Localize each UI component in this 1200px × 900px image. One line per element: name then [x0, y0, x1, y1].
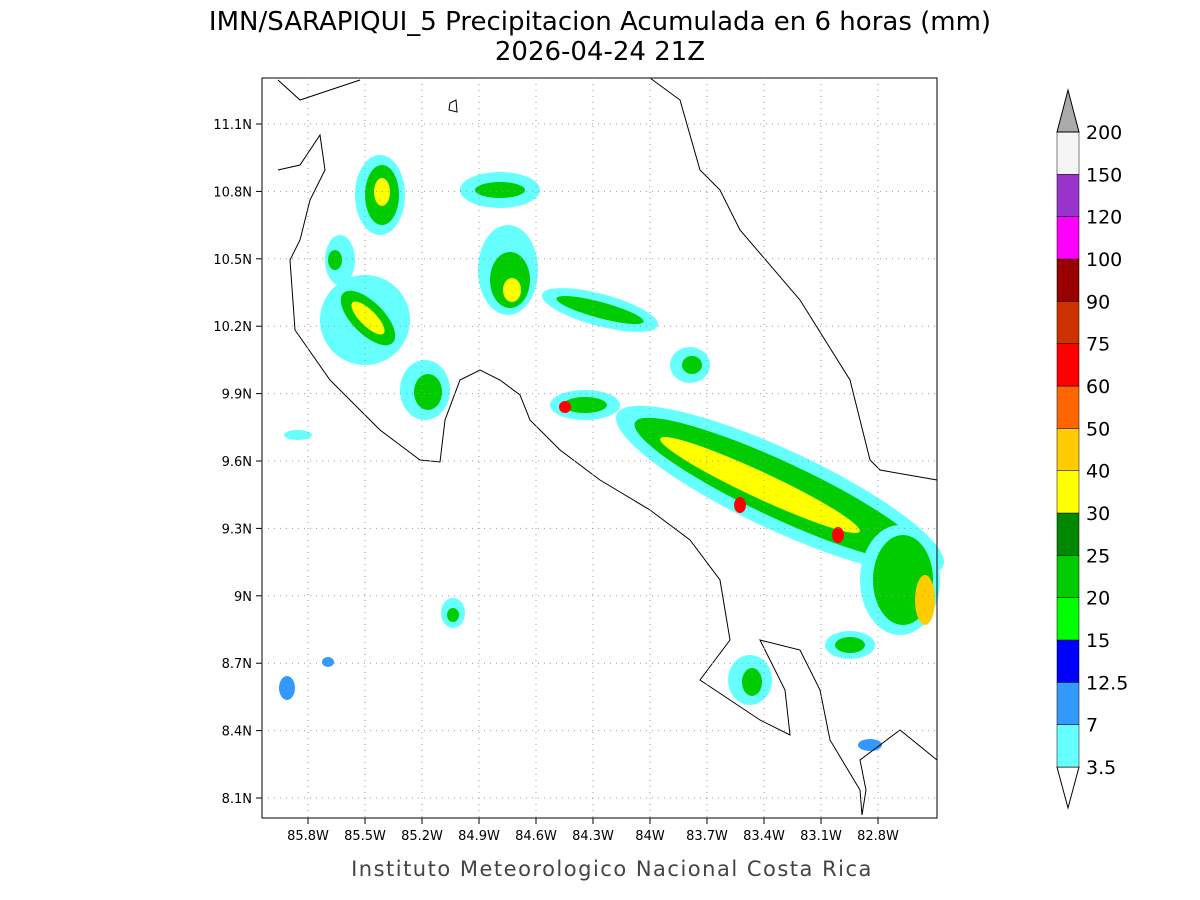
lat-tick-label: 9.6N [222, 455, 252, 470]
colorbar-label: 12.5 [1086, 672, 1128, 694]
lon-tick-label: 83.4W [743, 829, 785, 844]
lat-tick-label: 8.7N [222, 657, 252, 672]
lon-tick-label: 83.1W [800, 829, 842, 844]
map-frame [261, 77, 938, 819]
precip-field [279, 155, 945, 751]
blob [615, 405, 945, 575]
lon-tick-label: 84W [635, 829, 665, 844]
colorbar-label: 150 [1086, 164, 1122, 186]
colorbar-label: 120 [1086, 207, 1122, 229]
title: IMN/SARAPIQUI_5 Precipitacion Acumulada … [209, 7, 991, 37]
lon-tick-label: 83.7W [686, 829, 728, 844]
colorbar-below [1056, 766, 1080, 810]
colorbar-segment [1056, 724, 1080, 768]
colorbar-label: 30 [1086, 503, 1110, 525]
colorbar-segment [1056, 682, 1080, 725]
lat-tick-label: 8.4N [222, 725, 252, 740]
colorbar-segment [1056, 470, 1080, 514]
lon-tick-label: 84.6W [515, 829, 557, 844]
colorbar-segment [1056, 428, 1080, 471]
lon-tick-label: 84.9W [458, 829, 500, 844]
lat-tick-label: 9.9N [222, 388, 252, 403]
lon-tick-label: 85.8W [287, 829, 329, 844]
blob [441, 598, 465, 628]
blob [825, 631, 875, 659]
blob [728, 655, 772, 705]
colorbar-label: 90 [1086, 291, 1110, 313]
colorbar-label: 75 [1086, 334, 1110, 356]
colorbar-segment [1056, 597, 1080, 641]
colorbar-label: 100 [1086, 249, 1122, 271]
subtitle: 2026-04-24 21Z [495, 37, 705, 67]
blob [400, 360, 450, 420]
blob [478, 225, 538, 315]
colorbar-segment [1056, 639, 1080, 683]
colorbar-label: 60 [1086, 376, 1110, 398]
lon-tick-label: 84.3W [572, 829, 614, 844]
colorbar-segment [1056, 385, 1080, 429]
blob [320, 275, 410, 365]
colorbar-segment [1056, 512, 1080, 556]
colorbar-segment [1056, 301, 1080, 344]
colorbar-label: 7 [1086, 715, 1098, 737]
lat-tick-label: 9N [234, 590, 252, 605]
colorbar-segment [1056, 131, 1080, 175]
colorbar-label: 20 [1086, 588, 1110, 610]
lat-tick-label: 10.5N [213, 253, 252, 268]
colorbar-segment [1056, 174, 1080, 217]
lat-tick-label: 11.1N [213, 118, 252, 133]
colorbar-label: 40 [1086, 461, 1110, 483]
lon-tick-label: 85.5W [344, 829, 386, 844]
colorbar-segment [1056, 555, 1080, 598]
colorbar-above [1056, 88, 1080, 133]
blob [550, 390, 620, 420]
lon-tick-label: 82.8W [857, 829, 899, 844]
lat-tick-label: 9.3N [222, 522, 252, 537]
colorbar-segment [1056, 258, 1080, 302]
blob [325, 235, 355, 285]
blob [279, 430, 882, 751]
colorbar-segment [1056, 216, 1080, 260]
blob [460, 172, 540, 208]
colorbar-label: 50 [1086, 418, 1110, 440]
colorbar-label: 15 [1086, 630, 1110, 652]
colorbar-label: 200 [1086, 122, 1122, 144]
colorbar-label: 3.5 [1086, 757, 1116, 779]
blob [541, 288, 659, 332]
blob [355, 155, 405, 235]
lat-tick-label: 8.1N [222, 792, 252, 807]
lat-tick-label: 10.8N [213, 185, 252, 200]
colorbar-segment [1056, 343, 1080, 387]
lat-tick-label: 10.2N [213, 320, 252, 335]
colorbar-label: 25 [1086, 545, 1110, 567]
coastline [277, 77, 938, 816]
lon-tick-label: 85.2W [401, 829, 443, 844]
footer: Instituto Meteorologico Nacional Costa R… [351, 857, 873, 881]
blob [860, 525, 940, 635]
blob [670, 347, 710, 383]
